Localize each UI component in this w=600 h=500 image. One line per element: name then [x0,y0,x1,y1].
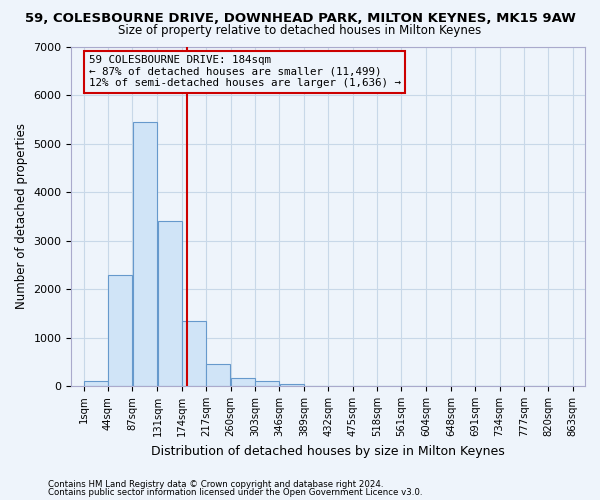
Bar [158,221,182,386]
Bar [182,320,206,386]
Text: Contains public sector information licensed under the Open Government Licence v3: Contains public sector information licen… [48,488,422,497]
Y-axis label: Number of detached properties: Number of detached properties [15,124,28,310]
Bar [133,122,157,386]
Bar [280,384,304,386]
Text: Contains HM Land Registry data © Crown copyright and database right 2024.: Contains HM Land Registry data © Crown c… [48,480,383,489]
Text: 59 COLESBOURNE DRIVE: 184sqm
← 87% of detached houses are smaller (11,499)
12% o: 59 COLESBOURNE DRIVE: 184sqm ← 87% of de… [89,55,401,88]
Bar [231,378,255,386]
Bar [255,381,279,386]
X-axis label: Distribution of detached houses by size in Milton Keynes: Distribution of detached houses by size … [151,444,505,458]
Bar [84,381,108,386]
Text: 59, COLESBOURNE DRIVE, DOWNHEAD PARK, MILTON KEYNES, MK15 9AW: 59, COLESBOURNE DRIVE, DOWNHEAD PARK, MI… [25,12,575,26]
Bar [108,276,132,386]
Bar [206,364,230,386]
Text: Size of property relative to detached houses in Milton Keynes: Size of property relative to detached ho… [118,24,482,37]
